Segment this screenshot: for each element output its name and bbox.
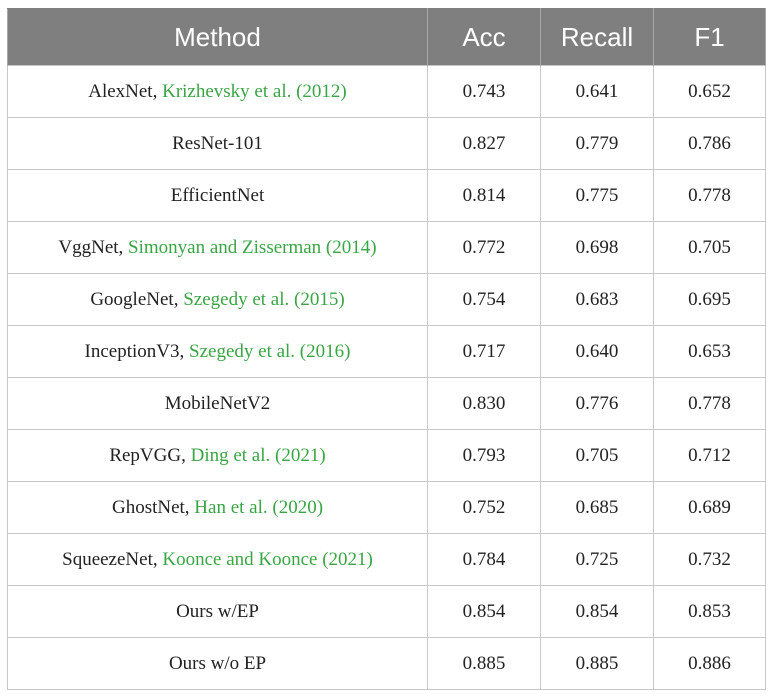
results-table: Method Acc Recall F1 AlexNet, Krizhevsky… [7, 8, 766, 690]
acc-cell: 0.827 [427, 117, 541, 170]
method-name: ResNet-101 [172, 132, 263, 154]
method-name: MobileNetV2 [164, 392, 271, 414]
recall-cell: 0.698 [540, 221, 654, 274]
f1-cell: 0.786 [653, 117, 766, 170]
method-name: GoogleNet, [90, 288, 184, 310]
table-row: EfficientNet 0.814 0.775 0.778 [7, 169, 766, 222]
acc-cell: 0.717 [427, 325, 541, 378]
citation-link[interactable]: Szegedy et al. (2016) [189, 340, 351, 362]
table-row: VggNet, Simonyan and Zisserman (2014) 0.… [7, 221, 766, 274]
acc-cell: 0.784 [427, 533, 541, 586]
method-cell: ResNet-101 [7, 117, 428, 170]
f1-cell: 0.695 [653, 273, 766, 326]
f1-cell: 0.886 [653, 637, 766, 690]
f1-cell: 0.652 [653, 65, 766, 118]
acc-cell: 0.885 [427, 637, 541, 690]
f1-cell: 0.712 [653, 429, 766, 482]
method-cell: VggNet, Simonyan and Zisserman (2014) [7, 221, 428, 274]
method-cell: RepVGG, Ding et al. (2021) [7, 429, 428, 482]
header-f1: F1 [653, 8, 766, 66]
table-row: GoogleNet, Szegedy et al. (2015) 0.754 0… [7, 273, 766, 326]
method-name: Ours w/o EP [168, 652, 267, 674]
method-name: VggNet, [58, 236, 129, 258]
table-row: MobileNetV2 0.830 0.776 0.778 [7, 377, 766, 430]
recall-cell: 0.775 [540, 169, 654, 222]
table-row: Ours w/o EP 0.885 0.885 0.886 [7, 637, 766, 690]
method-name: AlexNet, [88, 80, 163, 102]
table-row: SqueezeNet, Koonce and Koonce (2021) 0.7… [7, 533, 766, 586]
f1-cell: 0.778 [653, 377, 766, 430]
recall-cell: 0.776 [540, 377, 654, 430]
table-row: InceptionV3, Szegedy et al. (2016) 0.717… [7, 325, 766, 378]
recall-cell: 0.641 [540, 65, 654, 118]
table-row: AlexNet, Krizhevsky et al. (2012) 0.743 … [7, 65, 766, 118]
table-body: AlexNet, Krizhevsky et al. (2012) 0.743 … [7, 65, 766, 690]
method-name: RepVGG, [109, 444, 191, 466]
recall-cell: 0.854 [540, 585, 654, 638]
acc-cell: 0.854 [427, 585, 541, 638]
recall-cell: 0.705 [540, 429, 654, 482]
method-name: EfficientNet [170, 184, 265, 206]
recall-cell: 0.640 [540, 325, 654, 378]
acc-cell: 0.830 [427, 377, 541, 430]
f1-cell: 0.689 [653, 481, 766, 534]
citation-link[interactable]: Szegedy et al. (2015) [183, 288, 345, 310]
header-acc: Acc [427, 8, 541, 66]
method-cell: SqueezeNet, Koonce and Koonce (2021) [7, 533, 428, 586]
method-name: Ours w/EP [176, 600, 259, 622]
results-table-container: Method Acc Recall F1 AlexNet, Krizhevsky… [7, 8, 766, 690]
acc-cell: 0.793 [427, 429, 541, 482]
recall-cell: 0.685 [540, 481, 654, 534]
acc-cell: 0.814 [427, 169, 541, 222]
table-row: GhostNet, Han et al. (2020) 0.752 0.685 … [7, 481, 766, 534]
method-cell: AlexNet, Krizhevsky et al. (2012) [7, 65, 428, 118]
header-recall: Recall [540, 8, 654, 66]
method-cell: InceptionV3, Szegedy et al. (2016) [7, 325, 428, 378]
citation-link[interactable]: Han et al. (2020) [194, 496, 324, 518]
acc-cell: 0.772 [427, 221, 541, 274]
recall-cell: 0.779 [540, 117, 654, 170]
method-cell: Ours w/o EP [7, 637, 428, 690]
f1-cell: 0.732 [653, 533, 766, 586]
method-cell: GhostNet, Han et al. (2020) [7, 481, 428, 534]
method-name: SqueezeNet, [62, 548, 163, 570]
table-header-row: Method Acc Recall F1 [7, 8, 766, 66]
f1-cell: 0.778 [653, 169, 766, 222]
citation-link[interactable]: Ding et al. (2021) [190, 444, 326, 466]
citation-link[interactable]: Simonyan and Zisserman (2014) [128, 236, 377, 258]
method-name: GhostNet, [111, 496, 195, 518]
method-name: InceptionV3, [84, 340, 190, 362]
f1-cell: 0.653 [653, 325, 766, 378]
recall-cell: 0.683 [540, 273, 654, 326]
acc-cell: 0.743 [427, 65, 541, 118]
table-row: ResNet-101 0.827 0.779 0.786 [7, 117, 766, 170]
table-row: RepVGG, Ding et al. (2021) 0.793 0.705 0… [7, 429, 766, 482]
method-cell: MobileNetV2 [7, 377, 428, 430]
table-row: Ours w/EP 0.854 0.854 0.853 [7, 585, 766, 638]
acc-cell: 0.752 [427, 481, 541, 534]
recall-cell: 0.725 [540, 533, 654, 586]
acc-cell: 0.754 [427, 273, 541, 326]
citation-link[interactable]: Krizhevsky et al. (2012) [162, 80, 347, 102]
header-method: Method [7, 8, 428, 66]
f1-cell: 0.853 [653, 585, 766, 638]
recall-cell: 0.885 [540, 637, 654, 690]
citation-link[interactable]: Koonce and Koonce (2021) [162, 548, 373, 570]
method-cell: GoogleNet, Szegedy et al. (2015) [7, 273, 428, 326]
method-cell: Ours w/EP [7, 585, 428, 638]
method-cell: EfficientNet [7, 169, 428, 222]
f1-cell: 0.705 [653, 221, 766, 274]
